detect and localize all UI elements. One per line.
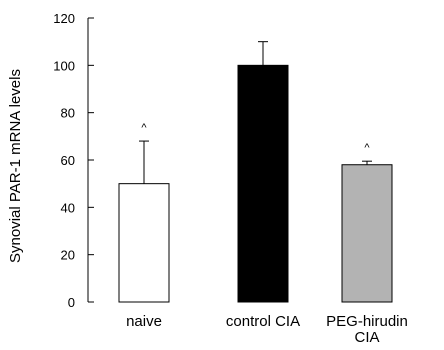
axes: 0 20 40 60 80 100 120: [53, 11, 94, 310]
y-axis-label: Synovial PAR-1 mRNA levels: [7, 69, 24, 263]
bar-3: [341, 164, 393, 303]
y-tick-label-60: 60: [61, 153, 75, 168]
category-label-1: naive: [126, 313, 162, 330]
y-tick-label-20: 20: [61, 248, 75, 263]
bar-2: [237, 64, 289, 303]
category-label-2: control CIA: [226, 313, 300, 330]
y-tick-label-120: 120: [53, 11, 75, 26]
category-label-3-line-2: CIA: [354, 329, 379, 346]
category-label-3-line-1: PEG-hirudin: [326, 313, 408, 330]
y-tick-label-40: 40: [61, 200, 75, 215]
y-tick-label-0: 0: [68, 295, 75, 310]
bar-1: [118, 183, 170, 303]
bars: ^^: [118, 41, 393, 303]
significance-mark-3: ^: [364, 142, 370, 154]
significance-mark-1: ^: [141, 122, 147, 134]
y-tick-label-80: 80: [61, 106, 75, 121]
y-tick-label-100: 100: [53, 58, 75, 73]
